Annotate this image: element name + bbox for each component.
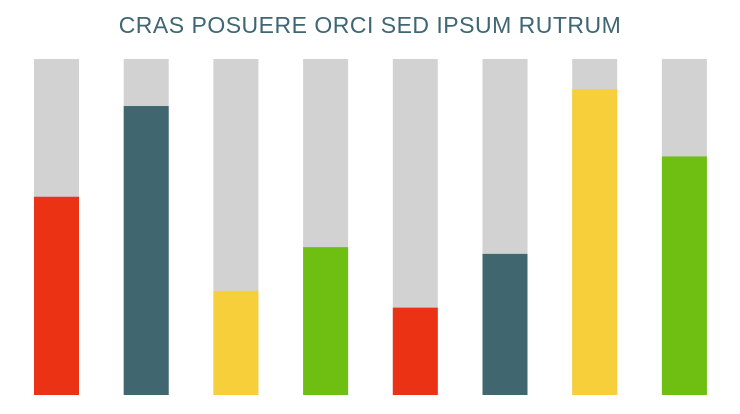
bar: [123, 106, 169, 395]
bar: [34, 196, 79, 395]
bar: [482, 253, 528, 395]
bar: [303, 247, 349, 395]
bar: [213, 290, 259, 395]
bar: [661, 156, 707, 395]
bar: [572, 89, 618, 396]
bar: [392, 307, 438, 395]
chart-title: CRAS POSUERE ORCI SED IPSUM RUTRUM: [118, 12, 622, 38]
